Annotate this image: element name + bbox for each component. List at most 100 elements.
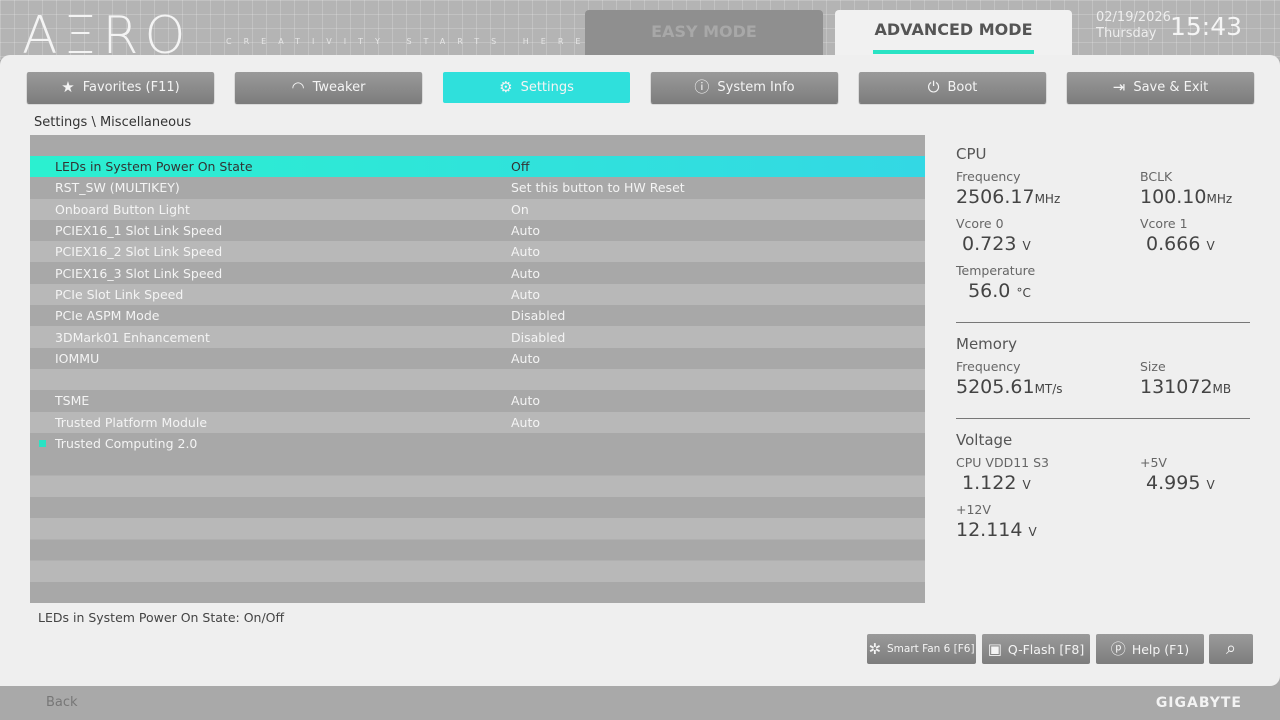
setting-value: Auto (511, 286, 541, 302)
setting-value: Auto (511, 393, 541, 409)
help-text: LEDs in System Power On State: On/Off (38, 610, 285, 625)
back-button[interactable]: Back (46, 695, 78, 710)
temp-label: Temperature (956, 263, 1036, 278)
setting-value: Auto (511, 223, 541, 239)
gear-icon: ⚙ (499, 78, 513, 96)
mem-freq: 5205.61MT/s (956, 376, 1063, 398)
setting-row[interactable]: Trusted Platform Module Auto (30, 411, 925, 433)
info-icon: ⓘ (694, 78, 710, 96)
help-icon: ⓟ (1110, 639, 1126, 658)
setting-row[interactable]: Trusted Computing 2.0 (30, 432, 925, 455)
12v-value: 12.114 V (956, 519, 1037, 541)
advanced-mode-label: ADVANCED MODE (874, 20, 1033, 39)
setting-row[interactable]: Onboard Button Light On (30, 198, 925, 220)
chip-icon: ▣ (987, 639, 1002, 658)
qflash-button[interactable]: ▣ Q-Flash [F8] (982, 634, 1090, 664)
gigabyte-logo: GIGABYTE (1155, 695, 1242, 711)
exit-icon: ⇥ (1112, 78, 1126, 96)
setting-row (30, 368, 925, 391)
setting-name: LEDs in System Power On State (55, 159, 253, 175)
setting-row[interactable]: PCIEX16_1 Slot Link Speed Auto (30, 219, 925, 242)
tab-tweaker[interactable]: ◠ Tweaker (235, 72, 422, 103)
setting-name: PCIe Slot Link Speed (55, 286, 184, 302)
setting-name: PCIEX16_2 Slot Link Speed (55, 244, 223, 260)
vcore1: 0.666 V (1146, 233, 1215, 255)
power-icon: ⏻ (927, 78, 940, 96)
button-label: Q-Flash [F8] (1007, 641, 1085, 657)
bclk: 100.10MHz (1140, 186, 1233, 208)
setting-row[interactable]: 3DMark01 Enhancement Disabled (30, 326, 925, 348)
vcore0-label: Vcore 0 (956, 216, 1004, 231)
setting-value: Auto (511, 244, 541, 260)
divider (956, 418, 1250, 419)
vdd-label: CPU VDD11 S3 (956, 455, 1049, 470)
setting-name: PCIe ASPM Mode (55, 308, 160, 324)
button-label: Help (F1) (1131, 641, 1190, 657)
setting-row[interactable]: LEDs in System Power On State Off (30, 156, 925, 178)
mem-freq-label: Frequency (956, 359, 1021, 374)
setting-value: Set this button to HW Reset (511, 180, 685, 196)
active-indicator (873, 50, 1034, 54)
cpu-freq: 2506.17MHz (956, 186, 1061, 208)
settings-list: LEDs in System Power On State Off RST_SW (… (30, 135, 925, 603)
slogan: CREATIVITY STARTS HERE. (226, 37, 607, 46)
tab-label: Settings (520, 80, 574, 95)
setting-name: 3DMark01 Enhancement (55, 329, 210, 345)
setting-row[interactable]: PCIEX16_2 Slot Link Speed Auto (30, 241, 925, 263)
setting-row[interactable]: PCIe ASPM Mode Disabled (30, 305, 925, 327)
cpu-temp: 56.0 °C (968, 280, 1031, 302)
mem-size: 131072MB (1140, 376, 1232, 398)
tab-label: Favorites (F11) (82, 80, 180, 95)
breadcrumb: Settings \ Miscellaneous (34, 115, 192, 130)
vdd-value: 1.122 V (962, 472, 1031, 494)
setting-row[interactable]: RST_SW (MULTIKEY) Set this button to HW R… (30, 177, 925, 199)
setting-value: Disabled (511, 308, 566, 324)
tab-save-exit[interactable]: ⇥ Save & Exit (1067, 72, 1254, 103)
tab-system-info[interactable]: ⓘ System Info (651, 72, 838, 103)
mem-size-label: Size (1140, 359, 1166, 374)
tab-label: Save & Exit (1133, 80, 1209, 95)
cpu-freq-label: Frequency (956, 169, 1021, 184)
5v-value: 4.995 V (1146, 472, 1215, 494)
vcore1-label: Vcore 1 (1140, 216, 1188, 231)
list-header (30, 135, 925, 156)
aero-logo: AΞRO (22, 8, 192, 56)
setting-name: Trusted Computing 2.0 (55, 436, 198, 451)
cpu-title: CPU (956, 145, 987, 163)
tab-boot[interactable]: ⏻ Boot (859, 72, 1046, 103)
setting-row[interactable]: PCIEX16_3 Slot Link Speed Auto (30, 262, 925, 284)
memory-title: Memory (956, 335, 1018, 353)
clock: 15:43 (1170, 12, 1243, 41)
smart-fan-button[interactable]: ✲ Smart Fan 6 [F6] (867, 634, 976, 664)
setting-name: PCIEX16_3 Slot Link Speed (55, 265, 223, 281)
voltage-title: Voltage (956, 431, 1013, 449)
search-button[interactable]: ⌕ (1209, 634, 1253, 664)
tab-settings[interactable]: ⚙ Settings (443, 72, 630, 103)
help-button[interactable]: ⓟ Help (F1) (1096, 634, 1204, 664)
tab-label: Tweaker (312, 80, 366, 95)
setting-name: Onboard Button Light (55, 201, 190, 217)
setting-row[interactable]: IOMMU Auto (30, 347, 925, 369)
divider (956, 322, 1250, 323)
tab-label: Boot (947, 80, 978, 95)
submenu-bullet-icon (39, 439, 46, 447)
date: 02/19/2026 Thursday (1096, 10, 1171, 42)
date-value: 02/19/2026 (1096, 10, 1171, 25)
setting-value: Auto (511, 414, 541, 430)
advanced-mode-tab[interactable]: ADVANCED MODE (835, 10, 1072, 56)
setting-value: Disabled (511, 329, 566, 345)
setting-value: Off (511, 159, 530, 175)
main-panel: ★ Favorites (F11) ◠ Tweaker ⚙ Settings ⓘ Sys… (0, 55, 1280, 686)
search-icon: ⌕ (1225, 638, 1237, 659)
easy-mode-tab[interactable]: EASY MODE (585, 10, 823, 56)
tab-favorites[interactable]: ★ Favorites (F11) (27, 72, 214, 103)
vcore0: 0.723 V (962, 233, 1031, 255)
star-folder-icon: ★ (61, 78, 75, 96)
setting-row[interactable]: TSME Auto (30, 390, 925, 412)
bclk-label: BCLK (1140, 169, 1173, 184)
setting-name: TSME (55, 393, 90, 409)
nav-tabs: ★ Favorites (F11) ◠ Tweaker ⚙ Settings ⓘ Sys… (27, 72, 1254, 103)
12v-label: +12V (956, 502, 991, 517)
setting-row[interactable]: PCIe Slot Link Speed Auto (30, 283, 925, 306)
setting-name: IOMMU (55, 350, 100, 366)
